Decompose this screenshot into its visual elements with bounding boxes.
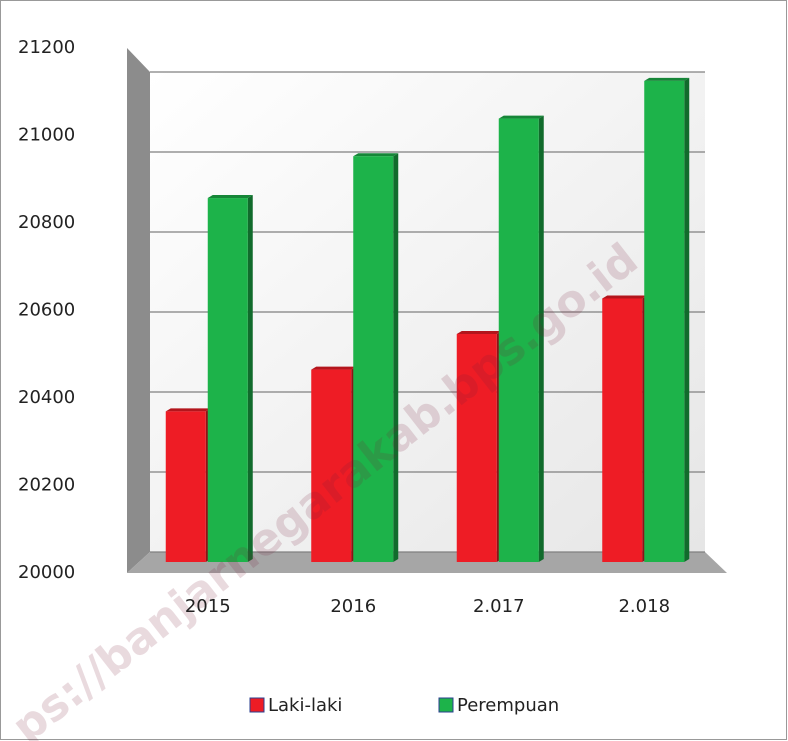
bar-top xyxy=(311,366,357,370)
y-tick-label: 20400 xyxy=(18,387,75,408)
x-tick-label: 2.018 xyxy=(618,596,670,617)
y-tick-label: 20800 xyxy=(18,212,75,233)
bar-top xyxy=(165,408,211,412)
legend-swatch xyxy=(249,697,265,713)
y-tick-label: 20600 xyxy=(18,300,75,321)
legend-label: Perempuan xyxy=(457,695,559,716)
x-tick-label: 2015 xyxy=(185,596,231,617)
bar xyxy=(498,118,539,563)
bar-top xyxy=(602,295,648,299)
bar xyxy=(207,198,248,563)
bar xyxy=(644,80,685,563)
bar xyxy=(456,334,497,562)
y-tick-label: 21200 xyxy=(18,37,75,58)
side-wall xyxy=(127,48,150,573)
floor xyxy=(127,552,727,573)
bar-top xyxy=(456,331,502,335)
x-tick-label: 2.017 xyxy=(473,596,525,617)
bar-top xyxy=(498,115,544,119)
y-tick-label: 20000 xyxy=(18,562,75,583)
bar-side xyxy=(538,115,544,563)
bar-top xyxy=(644,77,690,81)
bar xyxy=(602,298,643,562)
y-tick-label: 20200 xyxy=(18,475,75,496)
legend-label: Laki-laki xyxy=(268,695,342,716)
legend-swatch xyxy=(438,697,454,713)
bar xyxy=(311,369,352,562)
bar xyxy=(165,411,206,562)
bar-top xyxy=(353,153,399,157)
bar-top xyxy=(207,195,253,199)
bar-side xyxy=(684,77,690,563)
bar xyxy=(353,156,394,562)
bar-side xyxy=(393,153,399,562)
bar-side xyxy=(247,195,253,563)
y-tick-label: 21000 xyxy=(18,125,75,146)
x-tick-label: 2016 xyxy=(330,596,376,617)
